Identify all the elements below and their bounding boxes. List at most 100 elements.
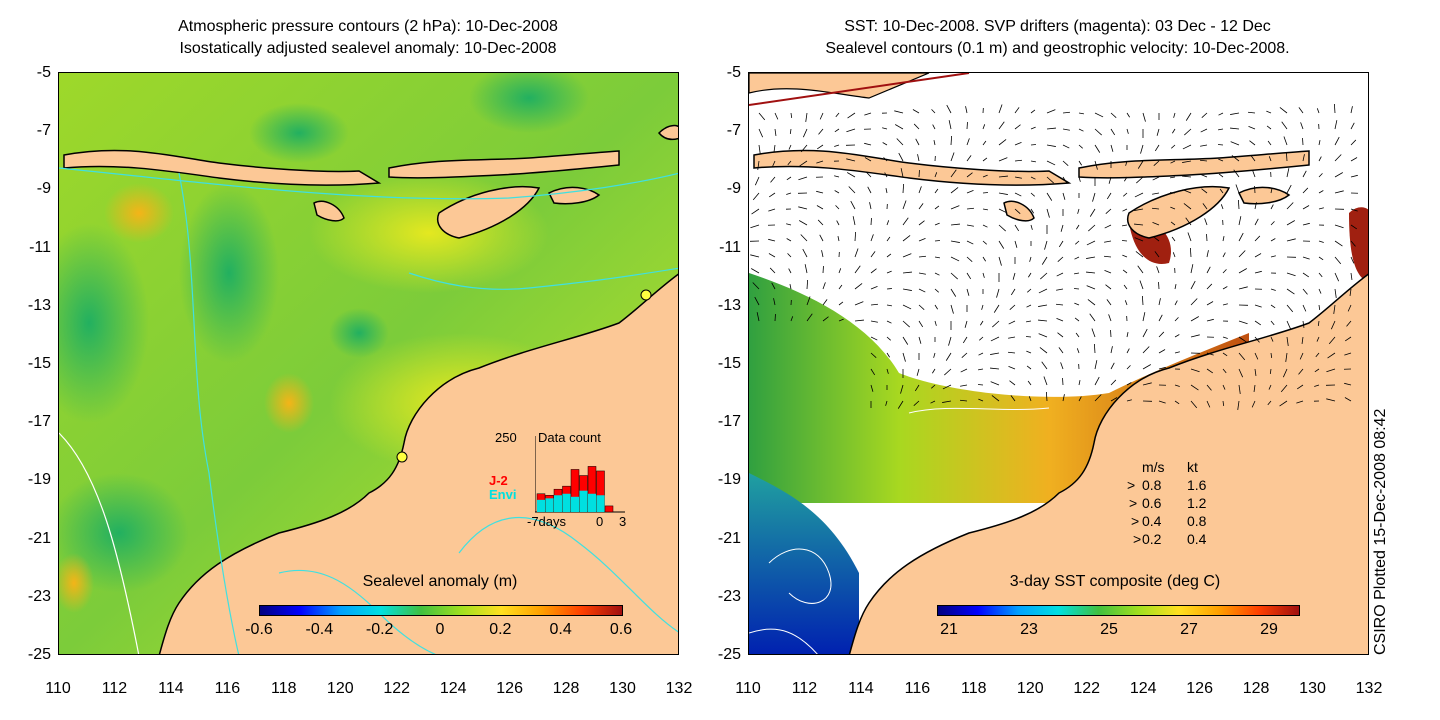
right-y-tick: -19: [717, 471, 741, 489]
left-colorbar-tick: 0.2: [489, 621, 512, 638]
left-x-tick: 124: [439, 680, 467, 697]
velocity-arrow: [1094, 394, 1102, 402]
velocity-arrow: [1302, 154, 1305, 162]
velocity-arrow: [1238, 232, 1244, 242]
velocity-arrow: [1151, 207, 1160, 210]
velocity-arrow: [752, 192, 760, 201]
velocity-arrow: [886, 320, 892, 324]
velocity-arrow: [966, 138, 970, 146]
left-colorbar-title: Sealevel anomaly (m): [362, 573, 518, 590]
velocity-arrow: [758, 112, 766, 121]
velocity-arrow: [1350, 106, 1353, 114]
velocity-arrow: [1012, 272, 1016, 280]
velocity-arrow: [934, 288, 939, 293]
velocity-arrow: [802, 128, 808, 138]
velocity-arrow: [1218, 112, 1224, 116]
velocity-arrow: [1076, 348, 1080, 354]
velocity-arrow: [1302, 320, 1305, 328]
velocity-arrow: [1267, 400, 1272, 406]
inset-bar-envi: [537, 499, 545, 512]
velocity-arrow: [930, 400, 936, 404]
velocity-arrow: [1026, 365, 1032, 370]
velocity-arrow: [847, 172, 856, 178]
velocity-arrow: [786, 238, 792, 242]
velocity-arrow: [1139, 280, 1144, 290]
velocity-arrow: [838, 301, 844, 306]
velocity-arrow: [1087, 299, 1096, 306]
velocity-arrow: [1190, 264, 1194, 274]
velocity-arrow: [768, 238, 776, 242]
velocity-arrow: [918, 304, 925, 310]
velocity-arrow: [1025, 336, 1032, 338]
velocity-arrow: [1317, 320, 1320, 327]
velocity-arrow: [1126, 382, 1132, 386]
velocity-arrow: [1190, 368, 1200, 373]
velocity-arrow: [1350, 224, 1358, 230]
velocity-arrow: [1267, 140, 1272, 146]
left-x-tick: 120: [326, 680, 354, 697]
right-x-tick: 120: [1016, 680, 1044, 697]
left-colorbar-tick: 0.4: [549, 621, 572, 638]
velocity-arrow: [1105, 208, 1112, 214]
velocity-arrow: [918, 255, 927, 258]
velocity-arrow: [752, 282, 760, 290]
velocity-arrow: [1094, 376, 1100, 386]
velocity-arrow: [1204, 218, 1208, 226]
velocity-arrow: [1296, 400, 1304, 404]
velocity-arrow: [982, 240, 987, 245]
velocity-arrow: [933, 140, 936, 146]
velocity-arrow: [1230, 127, 1240, 130]
velocity-arrow: [1123, 192, 1128, 197]
velocity-arrow: [1014, 124, 1021, 130]
velocity-arrow: [819, 112, 824, 120]
velocity-arrow: [854, 301, 864, 306]
right-colorbar-tick: 23: [1020, 621, 1038, 638]
velocity-arrow: [885, 188, 888, 194]
velocity-arrow: [816, 190, 824, 194]
velocity-arrow: [1266, 110, 1272, 114]
velocity-legend-kt-value: 0.8: [1187, 513, 1207, 529]
velocity-arrow: [1074, 272, 1080, 275]
velocity-arrow: [918, 288, 926, 293]
velocity-arrow: [959, 399, 968, 402]
velocity-arrow: [1230, 112, 1240, 115]
velocity-arrow: [835, 205, 840, 210]
left-title-line2: Isostatically adjusted sealevel anomaly:…: [179, 40, 557, 57]
velocity-arrow: [834, 190, 840, 194]
velocity-arrow: [980, 320, 984, 326]
velocity-legend-arrow-icon: >: [1129, 495, 1138, 511]
velocity-arrow: [798, 206, 808, 210]
velocity-arrow: [1141, 295, 1144, 306]
velocity-arrow: [1238, 384, 1241, 394]
velocity-arrow: [1104, 224, 1112, 229]
right-x-tick: 114: [848, 680, 874, 697]
velocity-arrow: [838, 268, 842, 274]
inset-max-label: 250: [495, 430, 517, 445]
velocity-arrow: [1344, 382, 1352, 386]
velocity-arrow: [1350, 240, 1356, 247]
right-colorbar-tick: 25: [1100, 621, 1118, 638]
velocity-arrow: [1318, 240, 1324, 243]
velocity-arrow: [1182, 175, 1192, 178]
velocity-arrow: [1073, 288, 1080, 290]
velocity-arrow: [773, 298, 776, 306]
velocity-arrow: [934, 205, 940, 210]
velocity-arrow: [1030, 208, 1034, 214]
velocity-arrow: [1026, 350, 1032, 354]
velocity-arrow: [1110, 379, 1117, 386]
velocity-arrow: [1334, 190, 1344, 194]
velocity-arrow: [758, 128, 764, 138]
velocity-arrow: [1218, 173, 1224, 178]
velocity-legend-header-kt: kt: [1187, 459, 1198, 475]
velocity-arrow: [942, 384, 952, 390]
velocity-arrow: [1056, 288, 1064, 291]
velocity-arrow: [1333, 103, 1336, 114]
velocity-arrow: [1092, 192, 1096, 202]
velocity-arrow: [902, 336, 909, 345]
velocity-arrow: [1334, 154, 1342, 162]
velocity-arrow: [886, 336, 891, 341]
velocity-arrow: [1126, 399, 1132, 402]
velocity-arrow: [898, 152, 904, 162]
velocity-arrow: [1078, 112, 1084, 115]
velocity-arrow: [798, 176, 808, 181]
